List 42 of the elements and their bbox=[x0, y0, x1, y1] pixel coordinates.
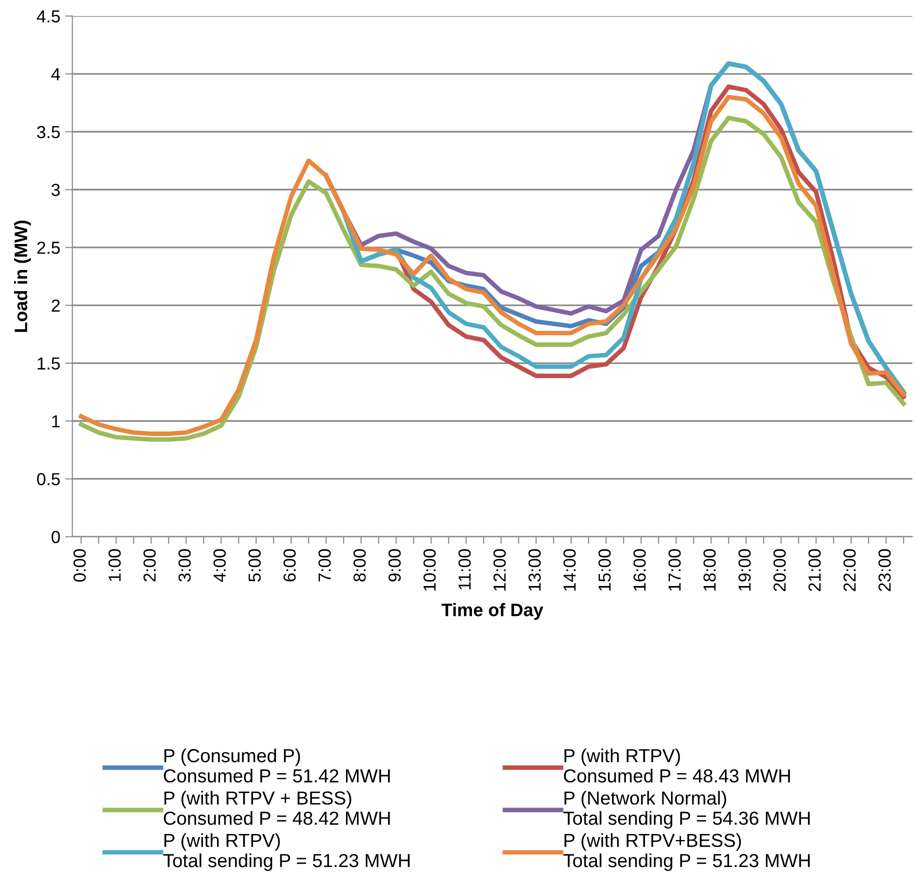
x-tick-label: 6:00 bbox=[283, 549, 296, 582]
x-tick-label: 21:00 bbox=[808, 549, 821, 592]
y-tick-label: 1.5 bbox=[38, 358, 60, 370]
x-tick-label: 10:00 bbox=[423, 549, 436, 591]
y-tick-label: 2.5 bbox=[37, 242, 60, 254]
x-tick-label: 11:00 bbox=[458, 549, 471, 590]
x-tick-label: 7:00 bbox=[318, 549, 331, 582]
y-tick-label: 0.5 bbox=[37, 473, 60, 486]
x-tick-label: 4:00 bbox=[213, 549, 226, 582]
x-tick-label: 1:00 bbox=[108, 549, 121, 581]
x-tick-label: 0:00 bbox=[73, 549, 86, 582]
x-tick-label: 5:00 bbox=[248, 549, 261, 582]
x-tick-label: 19:00 bbox=[738, 549, 751, 591]
y-tick-label: 3.5 bbox=[37, 126, 60, 138]
x-tick-label: 17:00 bbox=[668, 549, 681, 591]
x-tick-label: 3:00 bbox=[178, 549, 191, 582]
x-tick-label: 16:00 bbox=[633, 549, 646, 591]
legend-label: P (with RTPV + BESS) Consumed P = 48.42 MWH bbox=[164, 790, 390, 825]
legend-label: P (Consumed P) Consumed P = 51.42 MWH bbox=[164, 748, 390, 783]
x-tick-label: 13:00 bbox=[528, 549, 541, 591]
x-tick-label: 14:00 bbox=[563, 549, 576, 591]
legend-label: P (with RTPV) Consumed P = 48.43 MWH bbox=[564, 748, 790, 783]
y-tick-label: 4.5 bbox=[36, 10, 60, 23]
y-tick-label: 0 bbox=[52, 530, 60, 544]
x-tick-label: 2:00 bbox=[143, 549, 156, 582]
x-axis-title: Time of Day bbox=[442, 603, 544, 620]
legend-label: P (Network Normal) Total sending P = 54.36 MWH bbox=[563, 790, 810, 829]
x-tick-label: 20:00 bbox=[773, 549, 786, 592]
y-tick-label: 3 bbox=[52, 184, 60, 196]
legend-label: P (with RTPV+BESS) Total sending P = 51.23 MWH bbox=[563, 833, 810, 871]
y-tick-label: 4 bbox=[51, 68, 60, 80]
x-tick-label: 15:00 bbox=[598, 549, 611, 591]
x-tick-label: 18:00 bbox=[703, 549, 716, 591]
x-tick-label: 23:00 bbox=[878, 549, 891, 592]
x-tick-label: 12:00 bbox=[493, 549, 506, 591]
y-axis-title: Load in (MW) bbox=[14, 220, 31, 332]
x-tick-label: 22:00 bbox=[843, 549, 856, 592]
y-tick-label: 2 bbox=[52, 299, 60, 312]
x-tick-label: 9:00 bbox=[388, 549, 401, 582]
legend-label: P (with RTPV) Total sending P = 51.23 MWH bbox=[163, 833, 410, 871]
y-tick-label: 1 bbox=[52, 415, 60, 428]
x-tick-label: 8:00 bbox=[353, 549, 366, 582]
